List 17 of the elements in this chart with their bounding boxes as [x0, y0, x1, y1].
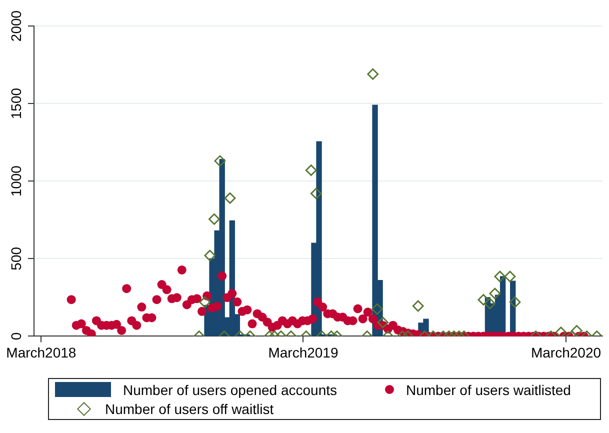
- y-tick-label: 500: [8, 246, 24, 270]
- y-tick-label: 1500: [8, 88, 24, 120]
- y-tick-label: 2000: [8, 10, 24, 42]
- point: [214, 155, 226, 167]
- legend-label: Number of users waitlisted: [406, 382, 571, 398]
- x-tick-label: March2019: [268, 344, 338, 360]
- point: [310, 188, 322, 200]
- point: [224, 192, 236, 204]
- point: [204, 250, 216, 262]
- x-tick-label: March2020: [530, 344, 602, 360]
- y-tick-label: 0: [8, 332, 24, 340]
- x-tick-label: March2018: [6, 344, 76, 360]
- legend-label: Number of users opened accounts: [123, 382, 338, 398]
- point: [305, 164, 317, 176]
- point: [208, 213, 220, 225]
- y-tick-label: 1000: [8, 165, 24, 197]
- legend-label: Number of users off waitlist: [105, 400, 274, 416]
